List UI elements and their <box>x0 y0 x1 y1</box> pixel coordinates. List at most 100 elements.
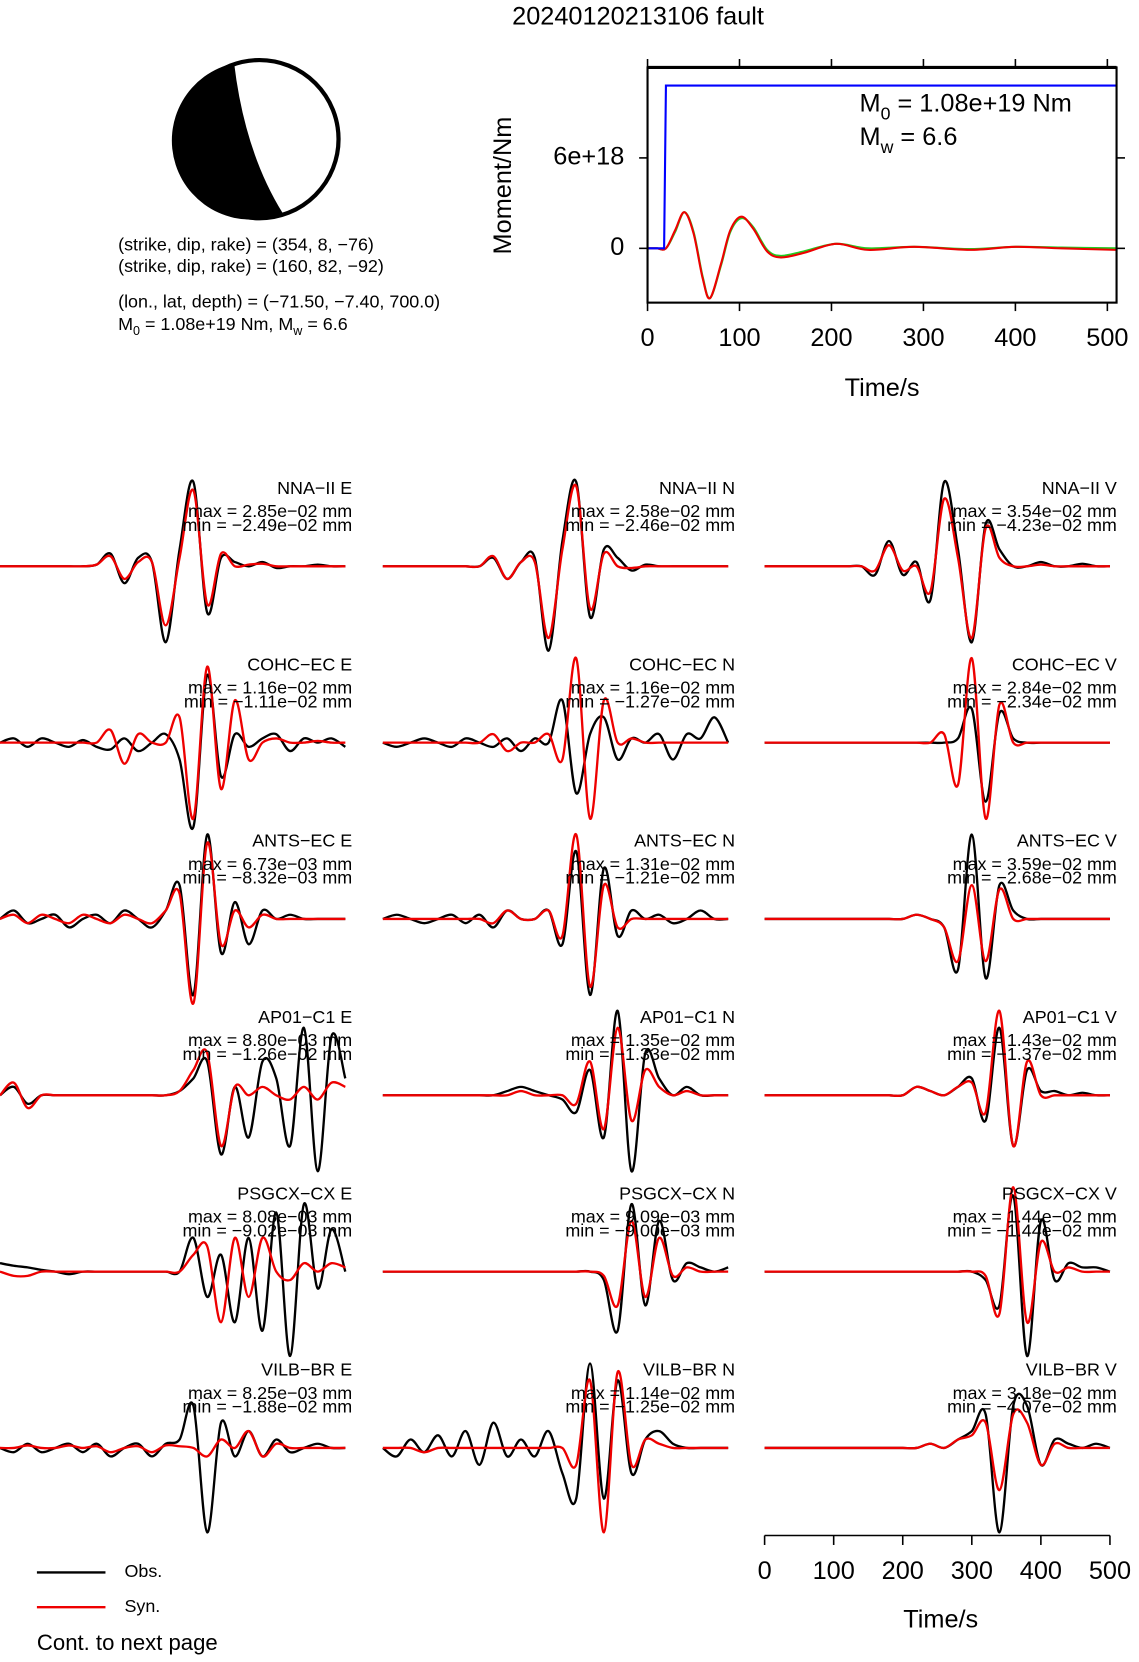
min-label: min = −1.21e−02 mm <box>565 868 735 888</box>
station-label: VILB−BR E <box>261 1360 352 1380</box>
waveform-trace <box>0 1429 346 1458</box>
station-label: NNA−II V <box>1042 478 1117 498</box>
waveform-trace <box>382 1026 729 1131</box>
max-label: max = 3.54e−02 mm <box>953 501 1117 521</box>
text-part: = 6.6 <box>893 123 957 151</box>
beachball <box>171 57 341 221</box>
text-part: M <box>860 123 881 151</box>
waveform-trace <box>764 1009 1110 1148</box>
max-label: max = 1.31e−02 mm <box>571 854 735 874</box>
min-label: min = −1.11e−02 mm <box>184 691 352 711</box>
station-label: AP01−C1 V <box>1023 1007 1117 1027</box>
station-label: AP01−C1 N <box>640 1007 735 1027</box>
moment-curve <box>647 84 1117 250</box>
station-label: PSGCX−CX V <box>1002 1183 1117 1203</box>
station-label: PSGCX−CX N <box>619 1183 735 1203</box>
waveform-trace <box>764 497 1110 640</box>
max-label: max = 1.44e−02 mm <box>953 1207 1117 1227</box>
x-tick-label: 100 <box>813 1557 855 1585</box>
min-label: min = −1.25e−02 mm <box>565 1397 735 1417</box>
waveform-trace <box>764 1186 1110 1324</box>
station-label: NNA−II N <box>659 478 735 498</box>
max-label: max = 1.16e−02 mm <box>571 678 735 698</box>
waveform-trace <box>382 656 729 820</box>
min-label: min = −1.37e−02 mm <box>947 1044 1117 1064</box>
max-label: max = 9.09e−03 mm <box>571 1207 735 1227</box>
min-label: min = −1.27e−02 mm <box>565 691 735 711</box>
max-label: max = 1.16e−02 mm <box>188 678 352 698</box>
x-tick-label: 500 <box>1086 324 1128 352</box>
max-label: max = 1.35e−02 mm <box>571 1030 735 1050</box>
x-tick-label: 0 <box>758 1557 772 1585</box>
min-label: min = −4.07e−02 mm <box>947 1397 1117 1417</box>
station-label: PSGCX−CX E <box>237 1183 352 1203</box>
max-label: max = 1.14e−02 mm <box>571 1383 735 1403</box>
min-label: min = −9.02e−03 mm <box>183 1220 353 1240</box>
beachball-text: (strike, dip, rake) = (354, 8, −76) <box>118 234 374 254</box>
text-part: = 1.08e+19 Nm <box>890 89 1071 117</box>
waveform-trace <box>382 483 729 640</box>
max-label: max = 6.73e−03 mm <box>188 854 352 874</box>
beachball-text: (lon., lat, depth) = (−71.50, −7.40, 700… <box>118 291 440 311</box>
waveform-trace <box>0 1236 346 1324</box>
x-axis-label: Time/s <box>903 1606 978 1634</box>
x-tick-label: 0 <box>641 324 655 352</box>
station-label: VILB−BR N <box>643 1360 735 1380</box>
max-label: max = 2.85e−02 mm <box>188 501 352 521</box>
min-label: min = −2.49e−02 mm <box>183 515 353 535</box>
station-label: VILB−BR V <box>1026 1360 1117 1380</box>
waveform-trace <box>0 488 346 627</box>
waveform-trace <box>382 1362 729 1506</box>
x-tick-label: 300 <box>951 1557 993 1585</box>
waveform-trace <box>0 673 346 831</box>
min-label: min = −1.44e−02 mm <box>947 1220 1117 1240</box>
min-label: min = −2.68e−02 mm <box>947 868 1117 888</box>
max-label: max = 8.80e−03 mm <box>188 1030 352 1050</box>
text-part: M <box>860 89 881 117</box>
max-label: max = 8.08e−03 mm <box>188 1207 352 1227</box>
subscript: w <box>292 324 303 338</box>
waveform-trace <box>0 1202 347 1358</box>
min-label: min = −1.88e−02 mm <box>183 1397 353 1417</box>
station-label: AP01−C1 E <box>258 1007 352 1027</box>
figure-title: 20240120213106 fault <box>512 3 764 31</box>
station-label: COHC−EC N <box>629 654 735 674</box>
max-label: max = 2.58e−02 mm <box>571 501 735 521</box>
max-label: max = 2.84e−02 mm <box>953 678 1117 698</box>
text-part: (lon., lat, depth) = (−71.50, −7.40, 700… <box>118 291 440 311</box>
max-label: max = 3.18e−02 mm <box>953 1383 1117 1403</box>
waveform-trace <box>764 884 1110 964</box>
text-part: M <box>118 314 133 334</box>
subscript: 0 <box>881 103 891 123</box>
subscript: 0 <box>133 324 140 338</box>
x-tick-label: 400 <box>994 324 1036 352</box>
waveform-trace <box>764 657 1110 820</box>
text-part: (strike, dip, rake) = (160, 82, −92) <box>118 256 384 276</box>
max-label: max = 1.43e−02 mm <box>953 1030 1117 1050</box>
waveform-trace <box>382 833 729 988</box>
x-tick-label: 500 <box>1089 1557 1131 1585</box>
waveform-trace <box>0 665 346 820</box>
x-tick-label: 200 <box>810 324 852 352</box>
text-part: (strike, dip, rake) = (354, 8, −76) <box>118 234 374 254</box>
station-label: NNA−II E <box>277 478 352 498</box>
min-label: min = −2.46e−02 mm <box>565 515 735 535</box>
legend-label: Syn. <box>124 1596 160 1616</box>
text-part: = 6.6 <box>302 314 347 334</box>
waveform-trace <box>382 1370 729 1534</box>
max-label: max = 8.25e−03 mm <box>188 1383 352 1403</box>
